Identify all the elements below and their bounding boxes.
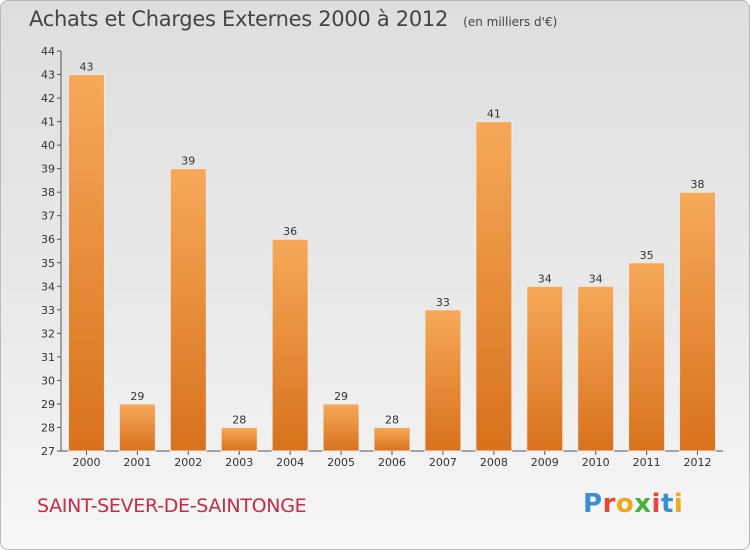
data-label: 35: [640, 249, 654, 262]
logo-letter: P: [583, 489, 603, 519]
y-tick-label: 35: [41, 257, 55, 270]
data-label: 34: [589, 272, 603, 285]
bar: [679, 191, 717, 452]
logo-letter: x: [634, 489, 652, 519]
data-label: 28: [232, 413, 246, 426]
bar: [169, 168, 207, 452]
bar: [373, 426, 411, 452]
y-tick-label: 32: [41, 327, 55, 340]
x-tick-label: 2007: [429, 456, 457, 469]
y-tick-label: 44: [41, 45, 55, 58]
logo-letter: t: [660, 489, 674, 519]
y-tick-label: 31: [41, 351, 55, 364]
data-label: 38: [691, 178, 705, 191]
bar: [577, 285, 615, 452]
x-tick-label: 2000: [72, 456, 100, 469]
chart-title-block: Achats et Charges Externes 2000 à 2012 (…: [29, 7, 557, 31]
y-tick-label: 33: [41, 304, 55, 317]
bar: [322, 403, 360, 452]
y-tick-label: 42: [41, 92, 55, 105]
x-tick-label: 2010: [582, 456, 610, 469]
y-tick-label: 40: [41, 139, 55, 152]
data-label: 39: [181, 155, 195, 168]
bar: [271, 238, 309, 452]
bar: [220, 426, 258, 452]
data-label: 36: [283, 225, 297, 238]
y-tick-label: 27: [41, 445, 55, 458]
logo-letter: i: [673, 489, 684, 519]
y-tick-label: 43: [41, 69, 55, 82]
logo-letter: r: [602, 489, 616, 519]
chart-unit: (en milliers d'€): [463, 15, 558, 29]
y-tick-label: 28: [41, 421, 55, 434]
city-name: SAINT-SEVER-DE-SAINTONGE: [37, 495, 307, 517]
data-label: 34: [538, 272, 552, 285]
data-label: 33: [436, 296, 450, 309]
bar: [424, 309, 462, 452]
y-tick-label: 30: [41, 374, 55, 387]
y-tick-label: 41: [41, 116, 55, 129]
x-tick-label: 2001: [123, 456, 151, 469]
proxiti-logo[interactable]: Proxiti: [583, 489, 683, 519]
x-tick-label: 2005: [327, 456, 355, 469]
y-tick-label: 39: [41, 163, 55, 176]
x-tick-label: 2004: [276, 456, 304, 469]
x-tick-label: 2009: [531, 456, 559, 469]
bar: [67, 74, 105, 452]
bar: [475, 121, 513, 452]
x-tick-label: 2008: [480, 456, 508, 469]
bar: [628, 262, 666, 452]
data-label: 28: [385, 413, 399, 426]
x-tick-label: 2002: [174, 456, 202, 469]
y-tick-label: 37: [41, 210, 55, 223]
data-label: 43: [79, 61, 93, 74]
y-tick-label: 34: [41, 280, 55, 293]
data-label: 41: [487, 108, 501, 121]
y-tick-label: 29: [41, 398, 55, 411]
x-tick-label: 2012: [684, 456, 712, 469]
logo-letter: i: [651, 489, 661, 519]
x-tick-label: 2006: [378, 456, 406, 469]
y-tick-label: 36: [41, 233, 55, 246]
chart-title: Achats et Charges Externes 2000 à 2012: [29, 7, 449, 31]
bar: [118, 403, 156, 452]
data-label: 29: [334, 390, 348, 403]
bar: [526, 285, 564, 452]
y-tick-label: 38: [41, 186, 55, 199]
x-tick-label: 2003: [225, 456, 253, 469]
logo-letter: o: [615, 489, 635, 519]
data-label: 29: [130, 390, 144, 403]
x-tick-label: 2011: [633, 456, 661, 469]
